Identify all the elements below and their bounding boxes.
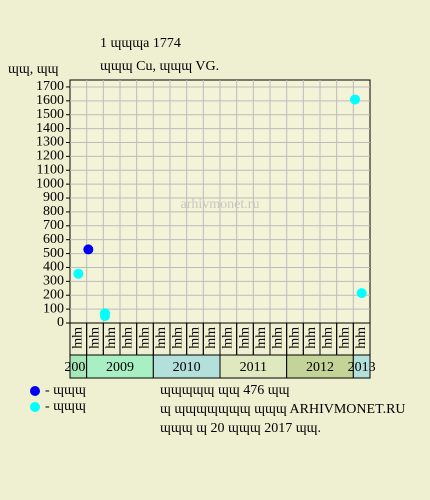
y-tick-label: 400: [43, 260, 64, 275]
y-tick-label: 500: [43, 246, 64, 261]
x-tick-label: ɰɰ: [104, 327, 119, 349]
year-label: 2012: [306, 360, 334, 375]
y-axis-label: ɰɰ, ɰɰ: [8, 62, 59, 77]
year-label: 2009: [106, 360, 134, 375]
y-tick-label: 1700: [36, 79, 64, 94]
x-tick-label: ɰɰ: [221, 327, 236, 349]
y-tick-label: 1300: [36, 135, 64, 150]
x-tick-label: ɰɰ: [204, 327, 219, 349]
year-label: 2008: [64, 360, 92, 375]
y-tick-label: 1400: [36, 121, 64, 136]
note: ɰɰɰɰɰ ɰɰ 476 ɰɰ: [160, 383, 290, 398]
legend-label: - ɰɰɰ: [45, 383, 86, 398]
y-tick-label: 1600: [36, 93, 64, 108]
x-tick-label: ɰɰ: [171, 327, 186, 349]
x-tick-label: ɰɰ: [121, 327, 136, 349]
y-tick-label: 1000: [36, 176, 64, 191]
y-tick-label: 600: [43, 232, 64, 247]
y-tick-label: 800: [43, 204, 64, 219]
note: ɰɰɰ ɰ 20 ɰɰɰ 2017 ɰɰ.: [160, 421, 321, 436]
x-tick-label: ɰɰ: [188, 327, 203, 349]
chart-title: 1 ɰɰɰa 1774: [100, 36, 181, 51]
x-tick-label: ɰɰ: [321, 327, 336, 349]
watermark: arhivmonet.ru: [181, 197, 260, 212]
y-tick-label: 0: [57, 315, 64, 330]
y-tick-label: 1100: [37, 162, 64, 177]
y-tick-label: 900: [43, 190, 64, 205]
x-tick-label: ɰɰ: [88, 327, 103, 349]
y-tick-label: 100: [43, 301, 64, 316]
x-tick-label: ɰɰ: [238, 327, 253, 349]
year-label: 2010: [173, 360, 201, 375]
data-point: [100, 311, 110, 322]
year-label: 2013: [348, 360, 376, 375]
y-tick-label: 700: [43, 218, 64, 233]
legend-marker: [30, 402, 40, 412]
data-point: [356, 288, 367, 299]
x-tick-label: ɰɰ: [338, 327, 353, 349]
x-tick-label: ɰɰ: [254, 327, 269, 349]
chart-subtitle: ɰɰɰ Cu, ɰɰɰ VG.: [100, 59, 219, 74]
legend-label: - ɰɰɰ: [45, 399, 86, 414]
x-tick-label: ɰɰ: [271, 327, 286, 349]
x-tick-label: ɰɰ: [354, 327, 369, 349]
year-band: [352, 354, 371, 379]
x-tick-label: ɰɰ: [304, 327, 319, 349]
x-tick-label: ɰɰ: [138, 327, 153, 349]
data-point: [83, 244, 94, 255]
y-tick-label: 300: [43, 274, 64, 289]
data-point: [350, 94, 360, 105]
y-tick-label: 1200: [36, 149, 64, 164]
data-point: [73, 268, 84, 279]
y-tick-label: 200: [43, 287, 64, 302]
x-tick-label: ɰɰ: [288, 327, 303, 349]
x-tick-label: ɰɰ: [71, 327, 86, 349]
year-label: 2011: [240, 360, 267, 375]
note: ɰ ɰɰɰɰɰɰɰ ɰɰɰ ARHIVMONET.RU: [160, 402, 406, 417]
y-tick-label: 1500: [36, 107, 64, 122]
legend-marker: [30, 386, 40, 396]
x-tick-label: ɰɰ: [154, 327, 169, 349]
